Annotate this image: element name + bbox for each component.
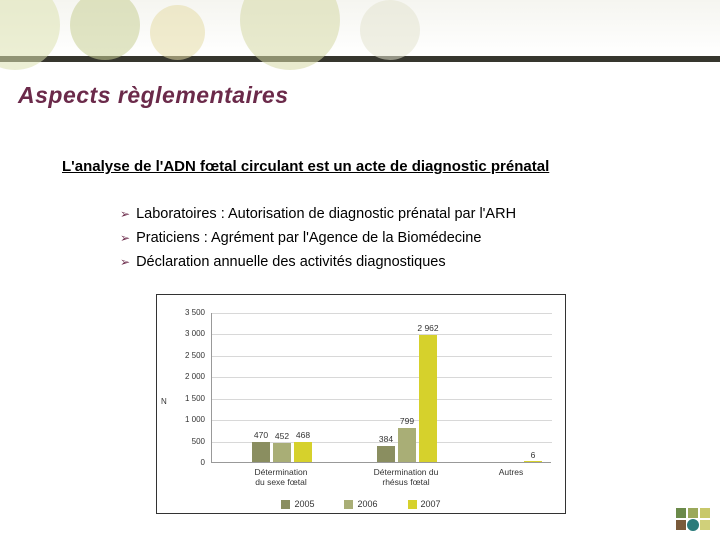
legend-label: 2006 xyxy=(357,499,377,509)
slide-subtitle: L'analyse de l'ADN fœtal circulant est u… xyxy=(62,158,549,175)
grid-line xyxy=(212,399,552,400)
legend-swatch xyxy=(281,500,290,509)
logo-circle xyxy=(687,519,699,531)
bar-value-label: 6 xyxy=(518,450,548,460)
y-tick-label: 2 500 xyxy=(165,351,205,360)
banner-circle xyxy=(70,0,140,60)
logo-square xyxy=(676,520,686,530)
bullet-text: Déclaration annuelle des activités diagn… xyxy=(136,254,446,270)
banner-circle xyxy=(240,0,340,70)
banner-circle xyxy=(150,5,205,60)
bar-value-label: 468 xyxy=(288,430,318,440)
x-category-label: Autres xyxy=(466,467,556,477)
grid-line xyxy=(212,334,552,335)
plot-area: 4704524683847992 9626 xyxy=(211,313,551,463)
legend-label: 2005 xyxy=(294,499,314,509)
logo-square xyxy=(676,508,686,518)
y-tick-label: 1 000 xyxy=(165,415,205,424)
y-tick-label: 0 xyxy=(165,458,205,467)
chart-bar xyxy=(294,442,312,462)
chart-bar xyxy=(398,428,416,462)
legend-swatch xyxy=(408,500,417,509)
arrow-icon: ➢ xyxy=(120,255,130,269)
bar-value-label: 799 xyxy=(392,416,422,426)
legend-label: 2007 xyxy=(421,499,441,509)
chart-bar xyxy=(273,443,291,462)
y-tick-label: 3 500 xyxy=(165,308,205,317)
legend-item: 2006 xyxy=(344,499,377,509)
banner-circle xyxy=(0,0,60,70)
logo-square xyxy=(700,508,710,518)
bullet-text: Praticiens : Agrément par l'Agence de la… xyxy=(136,230,481,246)
chart-bar xyxy=(252,442,270,462)
legend-swatch xyxy=(344,500,353,509)
bullet-item: ➢ Déclaration annuelle des activités diag… xyxy=(120,254,516,270)
chart-container: N 4704524683847992 9626 200520062007 3 5… xyxy=(156,294,566,514)
grid-line xyxy=(212,313,552,314)
y-tick-label: 2 000 xyxy=(165,372,205,381)
slide-banner xyxy=(0,0,720,62)
y-tick-label: 3 000 xyxy=(165,329,205,338)
bar-value-label: 2 962 xyxy=(413,323,443,333)
logo-square xyxy=(700,520,710,530)
legend-item: 2005 xyxy=(281,499,314,509)
chart-legend: 2005 2006 2007 xyxy=(157,499,565,509)
banner-circle xyxy=(360,0,420,60)
grid-line xyxy=(212,377,552,378)
y-tick-label: 500 xyxy=(165,437,205,446)
corner-logo xyxy=(676,508,710,530)
y-tick-label: 1 500 xyxy=(165,394,205,403)
arrow-icon: ➢ xyxy=(120,231,130,245)
bar-value-label: 384 xyxy=(371,434,401,444)
chart-bar xyxy=(377,446,395,462)
slide-title: Aspects règlementaires xyxy=(18,82,289,109)
chart-bar xyxy=(419,335,437,462)
legend-item: 2007 xyxy=(408,499,441,509)
logo-square xyxy=(688,508,698,518)
x-category-label: Détermination durhésus fœtal xyxy=(361,467,451,487)
bullet-list: ➢ Laboratoires : Autorisation de diagnost… xyxy=(120,206,516,278)
bullet-item: ➢ Laboratoires : Autorisation de diagnost… xyxy=(120,206,516,222)
bullet-text: Laboratoires : Autorisation de diagnosti… xyxy=(136,206,516,222)
x-category-label: Déterminationdu sexe fœtal xyxy=(236,467,326,487)
arrow-icon: ➢ xyxy=(120,207,130,221)
grid-line xyxy=(212,420,552,421)
bullet-item: ➢ Praticiens : Agrément par l'Agence de l… xyxy=(120,230,516,246)
grid-line xyxy=(212,356,552,357)
chart-bar xyxy=(524,461,542,462)
